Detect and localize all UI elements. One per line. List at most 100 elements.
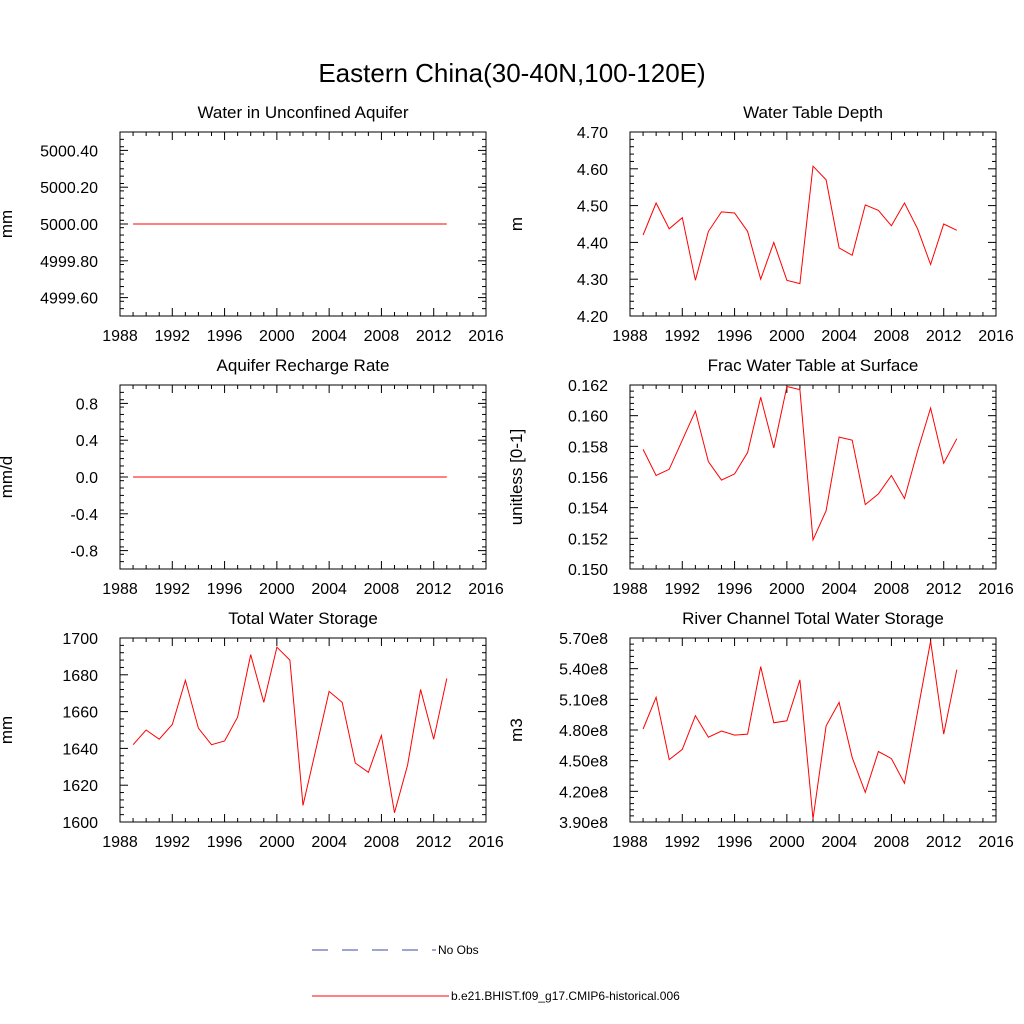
x-tick-label: 1996	[717, 581, 753, 598]
x-tick-label: 2012	[416, 581, 452, 598]
y-axis-label: m3	[507, 718, 526, 742]
x-tick-label: 2000	[259, 328, 295, 345]
y-tick-label: 5.10e8	[559, 692, 608, 709]
y-tick-label: 4.70	[577, 125, 608, 142]
x-tick-label: 1992	[664, 581, 700, 598]
y-tick-label: 4999.80	[40, 254, 98, 271]
y-tick-label: 4.80e8	[559, 723, 608, 740]
x-tick-label: 2000	[769, 328, 805, 345]
y-tick-label: 5000.40	[40, 143, 98, 160]
x-tick-label: 1988	[612, 328, 648, 345]
y-tick-label: 4.20	[577, 309, 608, 326]
y-axis-label: mm	[0, 210, 16, 238]
x-tick-label: 1988	[102, 581, 138, 598]
x-tick-label: 1996	[207, 328, 243, 345]
x-tick-label: 1988	[612, 581, 648, 598]
x-tick-label: 2000	[259, 834, 295, 851]
x-tick-label: 1996	[717, 328, 753, 345]
legend-label-no-obs: No Obs	[438, 943, 479, 957]
chart-panel-5: Total Water Storage 1988 1992 1996 2000 2004 2…	[0, 609, 504, 851]
x-tick-label: 2008	[364, 834, 400, 851]
x-tick-label: 2004	[821, 328, 857, 345]
x-tick-label: 2012	[416, 328, 452, 345]
y-tick-label: 4999.60	[40, 291, 98, 308]
x-tick-label: 1992	[154, 328, 190, 345]
chart-panel-3: Aquifer Recharge Rate 1988 1992 1996 2000 200…	[0, 356, 504, 598]
x-tick-label: 2008	[874, 328, 910, 345]
chart-panel-6: River Channel Total Water Storage 1988 199…	[507, 609, 1014, 851]
x-tick-label: 2012	[926, 328, 962, 345]
x-tick-label: 1988	[612, 834, 648, 851]
y-tick-label: 0.4	[76, 433, 98, 450]
y-tick-label: 0.0	[76, 470, 98, 487]
x-tick-label: 2016	[978, 834, 1014, 851]
y-tick-label: 0.150	[568, 562, 608, 579]
y-axis-label: unitless [0-1]	[507, 429, 526, 525]
x-tick-label: 1992	[664, 834, 700, 851]
y-axis-label: m	[507, 217, 526, 231]
y-tick-label: 4.50	[577, 199, 608, 216]
y-tick-label: 4.50e8	[559, 754, 608, 771]
panel-title: Aquifer Recharge Rate	[217, 356, 390, 375]
x-tick-label: 2012	[416, 834, 452, 851]
y-tick-label: 0.152	[568, 531, 608, 548]
chart-panel-1: Water in Unconfined Aquifer 1988 1992 1996 2…	[0, 103, 504, 345]
y-tick-label: 0.156	[568, 470, 608, 487]
x-tick-label: 2016	[468, 834, 504, 851]
y-tick-label: 5000.20	[40, 180, 98, 197]
y-tick-label: 4.30	[577, 272, 608, 289]
legend-label-model: b.e21.BHIST.f09_g17.CMIP6-historical.006	[451, 989, 680, 1003]
series-line	[642, 165, 958, 285]
x-tick-label: 2008	[874, 581, 910, 598]
panel-title: Water Table Depth	[743, 103, 883, 122]
x-tick-label: 2004	[821, 581, 857, 598]
series-line	[642, 641, 958, 819]
x-tick-label: 2004	[821, 834, 857, 851]
y-tick-label: 0.160	[568, 409, 608, 426]
y-tick-label: 1680	[62, 668, 98, 685]
y-tick-label: 1640	[62, 741, 98, 758]
chart-panel-2: Water Table Depth 1988 1992 1996 2000 2004 200…	[507, 103, 1014, 345]
x-tick-label: 1992	[664, 328, 700, 345]
x-tick-label: 2000	[259, 581, 295, 598]
y-tick-label: -0.4	[70, 507, 98, 524]
x-tick-label: 2008	[874, 834, 910, 851]
x-tick-label: 2016	[978, 581, 1014, 598]
panel-grid: Water in Unconfined Aquifer 1988 1992 1996 2…	[0, 103, 1014, 851]
y-tick-label: 1620	[62, 778, 98, 795]
x-tick-label: 1992	[154, 834, 190, 851]
x-tick-label: 2008	[364, 328, 400, 345]
x-tick-label: 1996	[207, 834, 243, 851]
panel-title: Water in Unconfined Aquifer	[197, 103, 408, 122]
x-tick-label: 2016	[468, 581, 504, 598]
x-tick-label: 2008	[364, 581, 400, 598]
x-tick-label: 2004	[311, 328, 347, 345]
y-tick-label: 1600	[62, 815, 98, 832]
y-tick-label: 5000.00	[40, 217, 98, 234]
x-tick-label: 2016	[468, 328, 504, 345]
figure-title: Eastern China(30-40N,100-120E)	[318, 58, 705, 88]
x-tick-label: 1992	[154, 581, 190, 598]
panel-title: River Channel Total Water Storage	[682, 609, 944, 628]
y-tick-label: 5.40e8	[559, 662, 608, 679]
y-tick-label: 4.60	[577, 162, 608, 179]
x-tick-label: 2012	[926, 581, 962, 598]
y-tick-label: 5.70e8	[559, 631, 608, 648]
y-axis-label: mm/d	[0, 456, 16, 499]
panel-title: Total Water Storage	[228, 609, 378, 628]
y-tick-label: -0.8	[70, 544, 98, 561]
legend: No Obs b.e21.BHIST.f09_g17.CMIP6-histori…	[312, 943, 680, 1003]
x-tick-label: 2004	[311, 834, 347, 851]
y-tick-label: 0.154	[568, 501, 608, 518]
x-tick-label: 2016	[978, 328, 1014, 345]
y-tick-label: 0.8	[76, 396, 98, 413]
x-tick-label: 2000	[769, 834, 805, 851]
x-tick-label: 1996	[717, 834, 753, 851]
y-tick-label: 3.90e8	[559, 815, 608, 832]
x-tick-label: 1988	[102, 328, 138, 345]
y-tick-label: 0.162	[568, 378, 608, 395]
x-tick-label: 2004	[311, 581, 347, 598]
y-tick-label: 1660	[62, 705, 98, 722]
y-axis-label: mm	[0, 716, 16, 744]
